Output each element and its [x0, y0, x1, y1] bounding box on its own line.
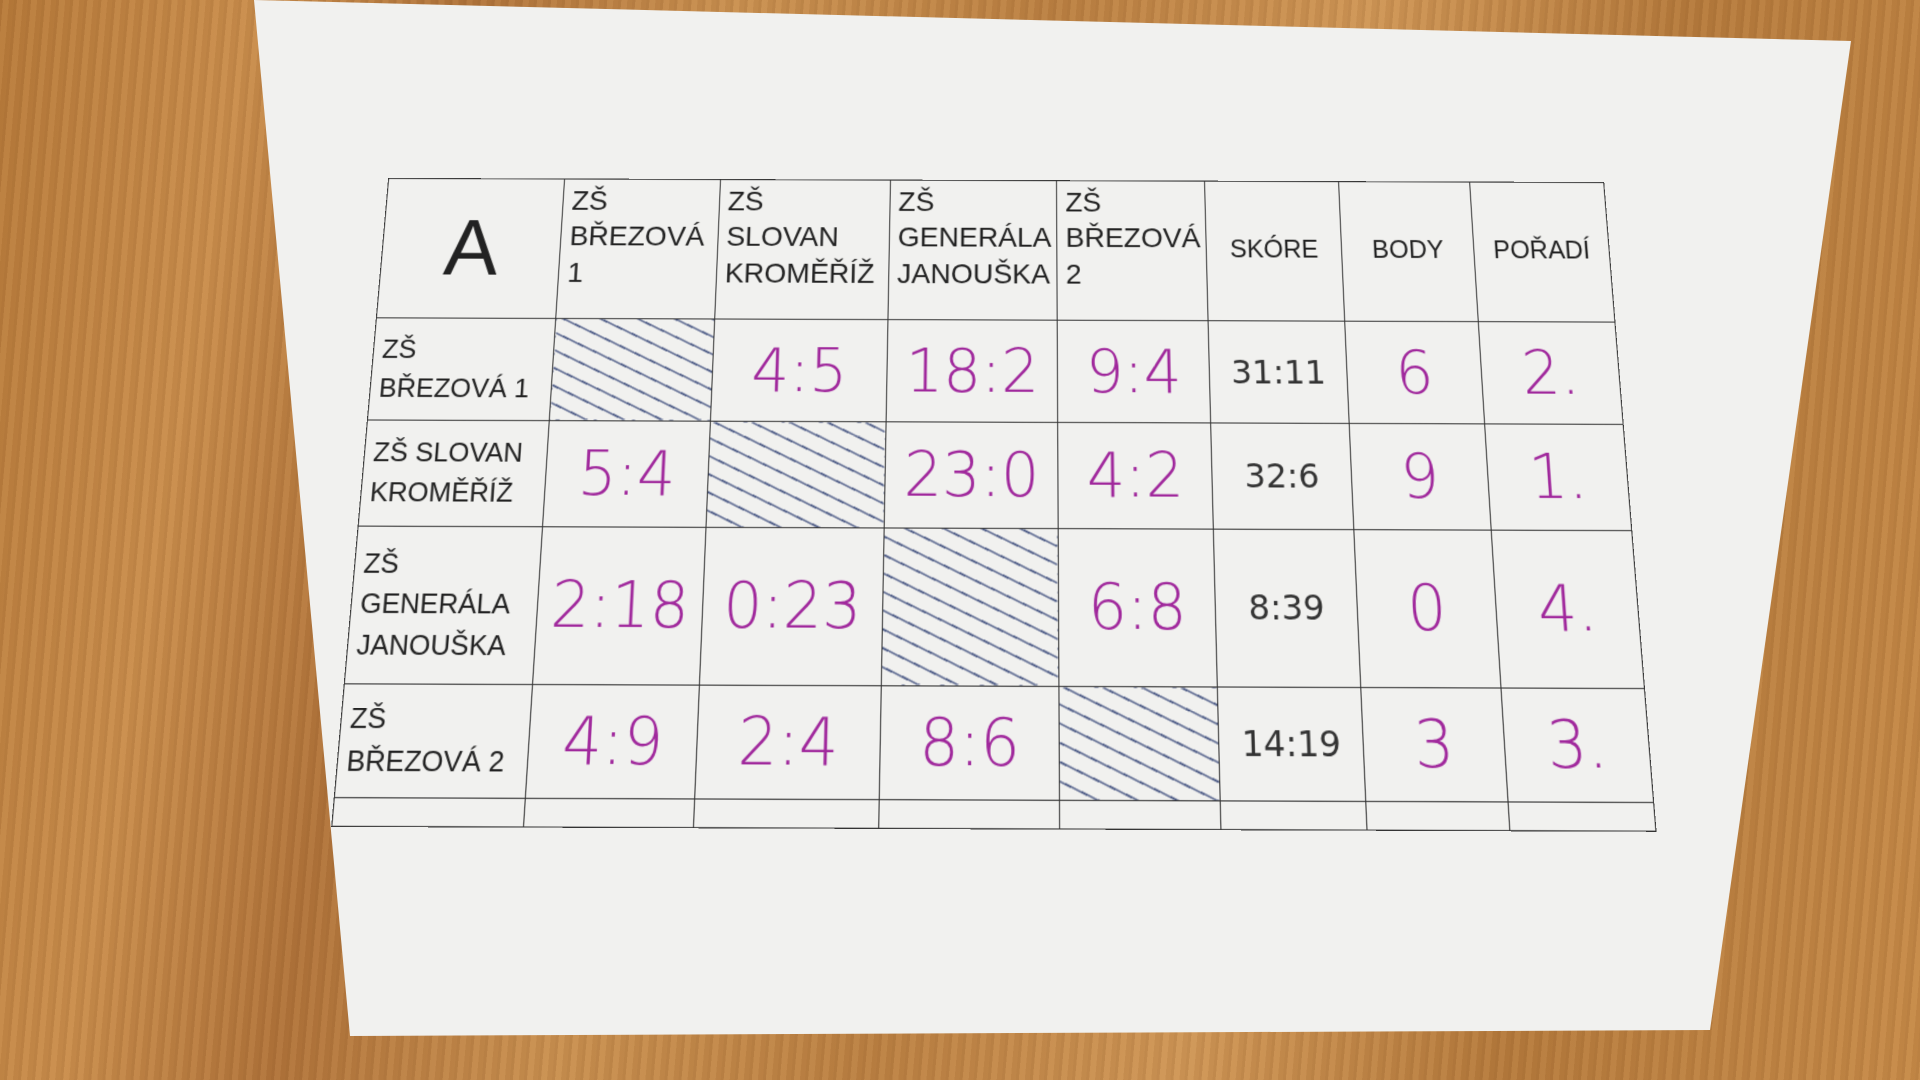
empty-row — [332, 798, 1656, 832]
group-label: A — [376, 178, 564, 318]
table-row: ZŠ BŘEZOVÁ 1 4:5 18:2 9:4 31:11 6 2. — [367, 318, 1623, 425]
row-team: ZŠ BŘEZOVÁ 1 — [367, 318, 556, 421]
match-result: 2:18 — [533, 527, 706, 686]
column-header: ZŠ BŘEZOVÁ 1 — [556, 179, 720, 319]
rank-cell: 1. — [1485, 424, 1632, 530]
match-result: 23:0 — [884, 422, 1058, 528]
column-header: ZŠ GENERÁLA JANOUŠKA — [888, 180, 1058, 320]
column-header-rank: POŘADÍ — [1470, 182, 1615, 322]
row-team: ZŠ BŘEZOVÁ 2 — [334, 684, 532, 798]
points-cell: 9 — [1349, 424, 1491, 530]
match-result: 4:2 — [1058, 423, 1214, 529]
results-table: A ZŠ BŘEZOVÁ 1 ZŠ SLOVAN KROMĚŘÍŽ ZŠ GEN… — [331, 178, 1656, 832]
rank-cell: 2. — [1479, 321, 1624, 424]
points-cell: 3 — [1361, 688, 1509, 802]
match-result: 4:5 — [710, 319, 888, 422]
score-cell: 31:11 — [1209, 321, 1350, 424]
match-result: 4:9 — [526, 685, 700, 799]
results-table-wrapper: A ZŠ BŘEZOVÁ 1 ZŠ SLOVAN KROMĚŘÍŽ ZŠ GEN… — [331, 178, 1656, 832]
match-result: 5:4 — [543, 421, 710, 527]
match-result: 8:6 — [879, 686, 1060, 800]
row-team: ZŠ SLOVAN KROMĚŘÍŽ — [358, 420, 549, 526]
match-result: 6:8 — [1058, 529, 1217, 688]
rank-cell: 3. — [1501, 688, 1653, 802]
table-row: ZŠ GENERÁLA JANOUŠKA 2:18 0:23 6:8 8:39 0 4. — [344, 526, 1644, 689]
row-team: ZŠ GENERÁLA JANOUŠKA — [344, 526, 542, 685]
header-row: A ZŠ BŘEZOVÁ 1 ZŠ SLOVAN KROMĚŘÍŽ ZŠ GEN… — [376, 178, 1615, 321]
score-cell: 8:39 — [1214, 529, 1361, 688]
match-result: 9:4 — [1057, 320, 1211, 423]
score-cell: 14:19 — [1218, 687, 1366, 801]
hatched-cell — [1059, 687, 1221, 801]
hatched-cell — [881, 528, 1059, 687]
points-cell: 0 — [1354, 530, 1501, 689]
hatched-cell — [549, 318, 714, 421]
column-header: ZŠ BŘEZOVÁ 2 — [1057, 181, 1209, 321]
match-result: 2:4 — [694, 686, 881, 800]
score-cell: 32:6 — [1211, 423, 1354, 529]
column-header-score: SKÓRE — [1205, 181, 1345, 321]
table-row: ZŠ SLOVAN KROMĚŘÍŽ 5:4 23:0 4:2 32:6 9 1. — [358, 420, 1632, 530]
column-header: ZŠ SLOVAN KROMĚŘÍŽ — [714, 180, 890, 320]
column-header-points: BODY — [1339, 182, 1479, 322]
hatched-cell — [706, 422, 886, 528]
rank-cell: 4. — [1492, 530, 1645, 689]
match-result: 0:23 — [699, 527, 884, 686]
match-result: 18:2 — [886, 319, 1058, 422]
points-cell: 6 — [1345, 321, 1485, 424]
table-row: ZŠ BŘEZOVÁ 2 4:9 2:4 8:6 14:19 3 3. — [334, 684, 1653, 802]
